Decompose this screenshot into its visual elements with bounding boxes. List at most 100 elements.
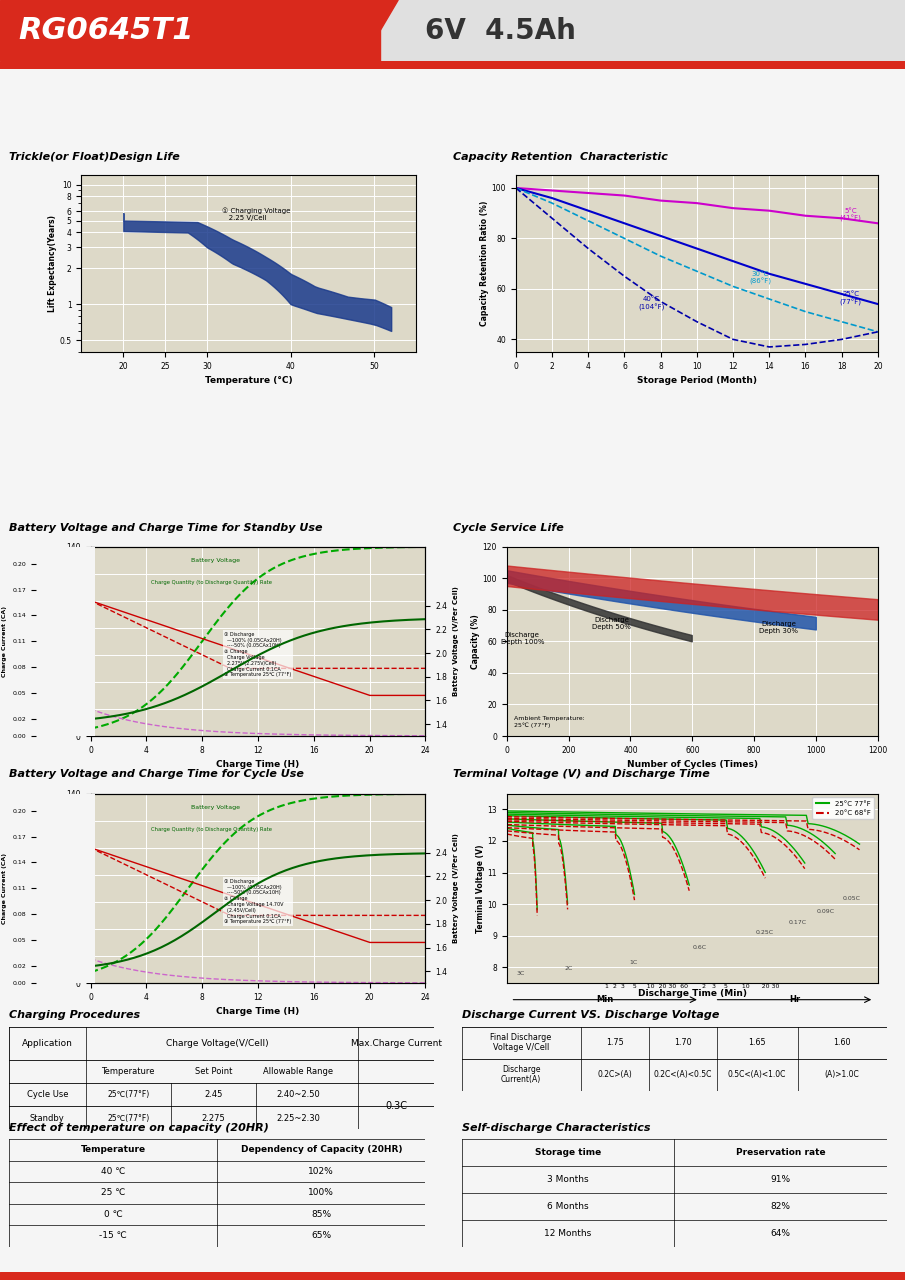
- X-axis label: Charge Time (H): Charge Time (H): [216, 1007, 300, 1016]
- Text: 2.25~2.30: 2.25~2.30: [276, 1114, 320, 1123]
- Text: Battery Voltage and Charge Time for Cycle Use: Battery Voltage and Charge Time for Cycl…: [9, 769, 304, 778]
- Text: 25℃(77°F): 25℃(77°F): [107, 1089, 149, 1100]
- Text: Min: Min: [596, 995, 614, 1005]
- Text: Discharge
Depth 100%: Discharge Depth 100%: [500, 632, 544, 645]
- Text: Effect of temperature on capacity (20HR): Effect of temperature on capacity (20HR): [9, 1123, 269, 1133]
- Text: Charge Voltage(V/Cell): Charge Voltage(V/Cell): [167, 1038, 269, 1048]
- X-axis label: Discharge Time (Min): Discharge Time (Min): [638, 988, 747, 997]
- Text: ① Discharge
  —100% (0.05CAx20H)
  ----50% (0.05CAx10H)
② Charge
  Charge Voltag: ① Discharge —100% (0.05CAx20H) ----50% (…: [224, 879, 291, 924]
- Text: Capacity Retention  Characteristic: Capacity Retention Characteristic: [452, 152, 667, 161]
- Text: 85%: 85%: [311, 1210, 331, 1219]
- Text: 2.275: 2.275: [201, 1114, 225, 1123]
- Text: 2.45: 2.45: [204, 1089, 223, 1100]
- Y-axis label: Lift Expectancy(Years): Lift Expectancy(Years): [48, 215, 57, 312]
- Text: Dependency of Capacity (20HR): Dependency of Capacity (20HR): [241, 1146, 402, 1155]
- Text: 0.2C>(A): 0.2C>(A): [597, 1070, 632, 1079]
- Text: 0.6C: 0.6C: [692, 945, 707, 950]
- Text: Cycle Use: Cycle Use: [26, 1089, 68, 1100]
- Text: 30°C
(86°F): 30°C (86°F): [749, 271, 771, 285]
- Text: Preservation rate: Preservation rate: [736, 1148, 825, 1157]
- Text: 0 ℃: 0 ℃: [104, 1210, 122, 1219]
- Text: 40 ℃: 40 ℃: [101, 1167, 125, 1176]
- Text: Cycle Service Life: Cycle Service Life: [452, 524, 563, 532]
- Text: Discharge Current VS. Discharge Voltage: Discharge Current VS. Discharge Voltage: [462, 1010, 719, 1020]
- Text: 25 ℃: 25 ℃: [101, 1188, 125, 1198]
- Text: 0.25C: 0.25C: [756, 929, 774, 934]
- Text: 1.65: 1.65: [748, 1038, 766, 1047]
- X-axis label: Number of Cycles (Times): Number of Cycles (Times): [627, 760, 757, 769]
- Text: 0.2C<(A)<0.5C: 0.2C<(A)<0.5C: [653, 1070, 712, 1079]
- Text: (A)>1.0C: (A)>1.0C: [824, 1070, 860, 1079]
- Text: Allowable Range: Allowable Range: [263, 1066, 333, 1076]
- Text: 1C: 1C: [629, 960, 637, 965]
- Text: Battery Voltage: Battery Voltage: [191, 805, 240, 810]
- Text: -15 ℃: -15 ℃: [100, 1231, 127, 1240]
- Text: 65%: 65%: [311, 1231, 331, 1240]
- Text: 64%: 64%: [770, 1229, 791, 1238]
- Y-axis label: Terminal Voltage (V): Terminal Voltage (V): [476, 844, 485, 933]
- Text: 1.70: 1.70: [674, 1038, 691, 1047]
- Text: Trickle(or Float)Design Life: Trickle(or Float)Design Life: [9, 152, 180, 161]
- Text: 0.09C: 0.09C: [816, 909, 834, 914]
- Text: Hr: Hr: [789, 995, 800, 1005]
- Text: ① Discharge
  —100% (0.05CAx20H)
  ----50% (0.05CAx10H)
② Charge
  Charge Voltag: ① Discharge —100% (0.05CAx20H) ----50% (…: [224, 632, 291, 677]
- Text: Charging Procedures: Charging Procedures: [9, 1010, 140, 1020]
- Text: Final Discharge
Voltage V/Cell: Final Discharge Voltage V/Cell: [491, 1033, 552, 1052]
- Text: 2.40~2.50: 2.40~2.50: [276, 1089, 320, 1100]
- Text: 0.3C: 0.3C: [386, 1101, 407, 1111]
- Text: 40°C
(104°F): 40°C (104°F): [638, 296, 665, 311]
- Text: 2C: 2C: [565, 966, 573, 970]
- Text: Battery Voltage: Battery Voltage: [191, 558, 240, 563]
- Text: Application: Application: [22, 1038, 72, 1048]
- Text: Standby: Standby: [30, 1114, 64, 1123]
- Text: 3C: 3C: [516, 972, 525, 977]
- Text: 25℃(77°F): 25℃(77°F): [107, 1114, 149, 1123]
- Text: ① Charging Voltage
   2.25 V/Cell: ① Charging Voltage 2.25 V/Cell: [222, 207, 291, 220]
- Text: 12 Months: 12 Months: [544, 1229, 592, 1238]
- Text: Discharge
Depth 30%: Discharge Depth 30%: [759, 621, 798, 635]
- Bar: [362, 0, 905, 61]
- Y-axis label: Capacity (%): Capacity (%): [471, 614, 480, 668]
- Bar: [0, 0, 380, 61]
- X-axis label: Storage Period (Month): Storage Period (Month): [637, 376, 757, 385]
- X-axis label: Charge Time (H): Charge Time (H): [216, 760, 300, 769]
- Text: 0.5C<(A)<1.0C: 0.5C<(A)<1.0C: [728, 1070, 786, 1079]
- Text: 25°C
(77°F): 25°C (77°F): [840, 291, 862, 306]
- Text: 102%: 102%: [309, 1167, 334, 1176]
- Text: 5°C
(41°F): 5°C (41°F): [840, 207, 862, 223]
- Text: 91%: 91%: [770, 1175, 791, 1184]
- Y-axis label: Charge Current (CA): Charge Current (CA): [2, 605, 7, 677]
- X-axis label: Temperature (°C): Temperature (°C): [205, 376, 292, 385]
- Text: 0.17C: 0.17C: [789, 920, 807, 925]
- Text: 82%: 82%: [770, 1202, 791, 1211]
- Legend: 25°C 77°F, 20°C 68°F: 25°C 77°F, 20°C 68°F: [812, 797, 874, 819]
- Y-axis label: Charge Current (CA): Charge Current (CA): [2, 852, 7, 924]
- Text: 1  2  3    5     10  20 30  60       2   3    5       10      20 30: 1 2 3 5 10 20 30 60 2 3 5 10 20 30: [605, 984, 779, 989]
- Text: 1.75: 1.75: [605, 1038, 624, 1047]
- Text: 0.05C: 0.05C: [843, 896, 861, 901]
- Text: Discharge
Current(A): Discharge Current(A): [501, 1065, 541, 1084]
- Text: 3 Months: 3 Months: [548, 1175, 588, 1184]
- Text: Charge Quantity (to Discharge Quantity) Rate: Charge Quantity (to Discharge Quantity) …: [151, 827, 272, 832]
- Text: 6V  4.5Ah: 6V 4.5Ah: [425, 17, 576, 45]
- Text: Discharge
Depth 50%: Discharge Depth 50%: [593, 617, 632, 630]
- Y-axis label: Charge Quantity (%): Charge Quantity (%): [52, 596, 61, 686]
- Text: 100%: 100%: [309, 1188, 334, 1198]
- Y-axis label: Battery Voltage (V/Per Cell): Battery Voltage (V/Per Cell): [452, 586, 459, 696]
- Text: Temperature: Temperature: [101, 1066, 155, 1076]
- Text: Ambient Temperature:
25℃ (77°F): Ambient Temperature: 25℃ (77°F): [514, 716, 585, 727]
- Text: RG0645T1: RG0645T1: [18, 17, 194, 45]
- Text: 1.60: 1.60: [834, 1038, 851, 1047]
- Text: Battery Voltage and Charge Time for Standby Use: Battery Voltage and Charge Time for Stan…: [9, 524, 322, 532]
- Polygon shape: [344, 0, 398, 61]
- Text: Self-discharge Characteristics: Self-discharge Characteristics: [462, 1123, 650, 1133]
- Text: Set Point: Set Point: [195, 1066, 232, 1076]
- Y-axis label: Battery Voltage (V/Per Cell): Battery Voltage (V/Per Cell): [452, 833, 459, 943]
- Text: 6 Months: 6 Months: [548, 1202, 588, 1211]
- Y-axis label: Capacity Retention Ratio (%): Capacity Retention Ratio (%): [480, 201, 489, 326]
- Y-axis label: Charge Quantity (%): Charge Quantity (%): [52, 844, 61, 933]
- Text: Max.Charge Current: Max.Charge Current: [350, 1038, 442, 1048]
- Text: Storage time: Storage time: [535, 1148, 601, 1157]
- Text: Terminal Voltage (V) and Discharge Time: Terminal Voltage (V) and Discharge Time: [452, 769, 710, 778]
- Text: Temperature: Temperature: [81, 1146, 146, 1155]
